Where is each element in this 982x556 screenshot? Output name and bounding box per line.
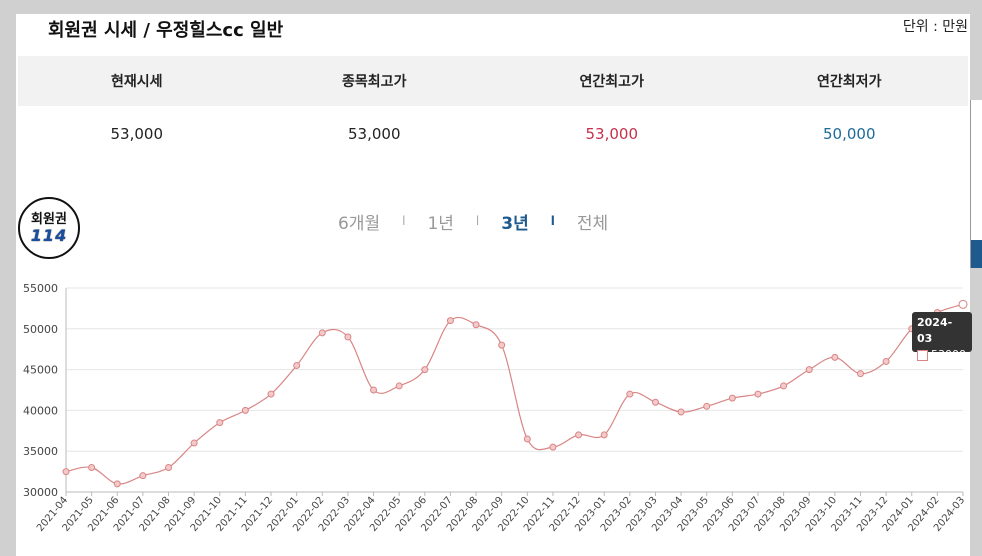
value-current-price: 53,000 (110, 125, 164, 143)
side-scroll-tab[interactable] (970, 100, 982, 268)
value-annual-low: 50,000 (823, 125, 876, 143)
tab-3-years[interactable]: 3년 (501, 213, 529, 234)
header-current-price: 현재시세 (110, 74, 163, 90)
brand-logo: 회원권 114 (18, 197, 80, 259)
tab-separator: l (402, 214, 406, 228)
y-tick-label: 55000 (23, 282, 58, 295)
data-point (600, 431, 608, 439)
summary-header-row: 현재시세 종목최고가 연간최고가 연간최저가 (18, 56, 968, 106)
data-point (395, 382, 403, 390)
tooltip-value-row: 53000 (917, 347, 967, 363)
logo-text-top: 회원권 (31, 211, 67, 227)
data-point (267, 390, 275, 398)
tooltip-swatch (917, 349, 928, 361)
series-line (65, 303, 964, 485)
tab-1-year[interactable]: 1년 (427, 213, 454, 234)
chart-tooltip: 2024-03 53000 (912, 312, 972, 361)
header-annual-low: 연간최저가 (817, 74, 882, 90)
header-annual-high: 연간최고가 (579, 74, 644, 90)
data-point (780, 382, 788, 390)
data-point (344, 333, 352, 341)
data-point (421, 366, 429, 374)
data-point (241, 406, 249, 414)
y-tick-label: 50000 (23, 323, 58, 336)
unit-label: 단위 : 만원 (902, 19, 968, 35)
data-point (190, 439, 198, 447)
data-point (651, 398, 659, 406)
data-point (703, 402, 711, 410)
price-panel: 회원권 시세 / 우정힐스cc 일반 단위 : 만원 현재시세 종목최고가 연간… (16, 14, 970, 556)
logo-text-bottom: 114 (30, 225, 68, 245)
data-point (549, 443, 557, 451)
tab-all[interactable]: 전체 (576, 213, 609, 234)
data-point (498, 341, 506, 349)
side-scroll-indicator (971, 240, 982, 268)
data-point (472, 321, 480, 329)
data-point (523, 435, 531, 443)
data-point (677, 408, 685, 416)
data-point (805, 366, 813, 374)
tab-separator: l (550, 214, 555, 228)
data-point (958, 299, 968, 309)
value-annual-high: 53,000 (585, 125, 639, 143)
y-tick-label: 35000 (23, 445, 58, 458)
tab-separator: l (475, 214, 480, 228)
tab-6-months[interactable]: 6개월 (338, 213, 381, 234)
y-tick-label: 45000 (23, 364, 58, 377)
data-point (318, 329, 326, 337)
tooltip-value: 53000 (931, 348, 966, 361)
data-point (139, 472, 147, 480)
value-all-time-high: 53,000 (348, 125, 401, 143)
data-point (728, 394, 736, 402)
period-tabs: 6개월 l 1년 l 3년 l 전체 (316, 206, 630, 236)
data-point (856, 370, 864, 378)
y-tick-label: 40000 (23, 404, 58, 417)
data-point (831, 353, 839, 361)
header-all-time-high: 종목최고가 (342, 74, 407, 90)
data-point (754, 390, 762, 398)
data-point (882, 357, 890, 365)
data-point (293, 362, 301, 370)
data-point (88, 464, 96, 472)
summary-table: 현재시세 종목최고가 연간최고가 연간최저가 53,000 53,000 53,… (18, 56, 968, 162)
tooltip-date: 2024-03 (917, 316, 953, 345)
data-point (62, 468, 70, 476)
y-tick-label: 30000 (23, 486, 58, 499)
data-point (626, 390, 634, 398)
data-point (446, 317, 454, 325)
data-point (575, 431, 583, 439)
page-title: 회원권 시세 / 우정힐스cc 일반 (48, 20, 284, 41)
data-point (113, 480, 121, 488)
data-point (216, 419, 224, 427)
data-point (370, 386, 378, 394)
summary-value-row: 53,000 53,000 53,000 50,000 (18, 106, 968, 162)
data-point (165, 464, 173, 472)
